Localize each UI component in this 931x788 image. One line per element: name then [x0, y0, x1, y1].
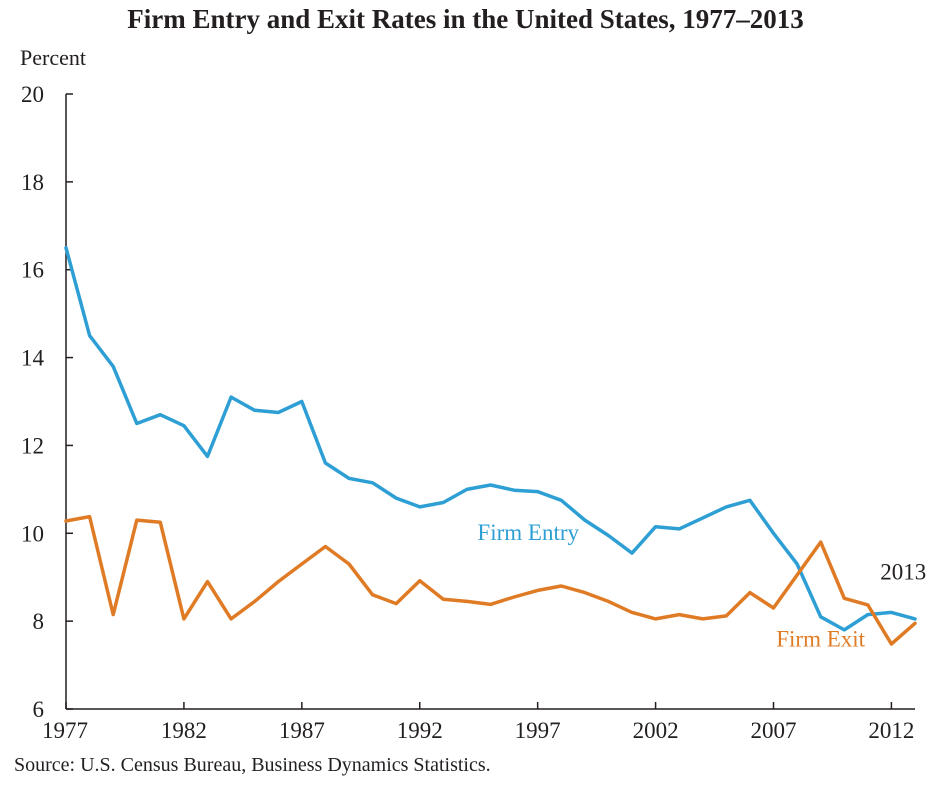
annotation-firm-exit: Firm Exit	[776, 627, 865, 652]
x-tick-label: 1997	[515, 718, 561, 743]
axes: 6 8 10 12 14 16 18 20 1977 1982 1987 1992 1997 2002 20…	[21, 82, 915, 743]
x-tick-label: 1982	[161, 718, 207, 743]
y-tick-label: 10	[21, 521, 44, 546]
y-tick-label: 14	[21, 346, 45, 371]
annotation-layer: Firm Entry Firm Exit 2013	[477, 520, 926, 652]
chart-title: Firm Entry and Exit Rates in the United …	[127, 4, 804, 34]
x-tick-label: 1977	[42, 718, 88, 743]
y-tick-label: 18	[21, 170, 44, 195]
y-tick-label: 12	[21, 433, 44, 458]
series-layer	[64, 246, 917, 646]
x-tick-label: 1987	[279, 718, 325, 743]
y-tick-label: 16	[21, 258, 44, 283]
x-tick-label: 2007	[751, 718, 797, 743]
x-tick-label: 1992	[397, 718, 443, 743]
annotation-2013: 2013	[880, 559, 926, 584]
y-tick-label: 20	[21, 82, 44, 107]
x-tick-label: 2012	[868, 718, 914, 743]
annotation-firm-entry: Firm Entry	[477, 520, 579, 545]
firm-entry-line	[64, 246, 917, 632]
y-tick-label: 6	[33, 697, 45, 722]
firm-exit-line	[64, 514, 917, 646]
x-tick-label: 2002	[633, 718, 679, 743]
source-note: Source: U.S. Census Bureau, Business Dyn…	[14, 754, 491, 776]
y-axis-label: Percent	[20, 45, 86, 70]
y-tick-label: 8	[33, 609, 45, 634]
